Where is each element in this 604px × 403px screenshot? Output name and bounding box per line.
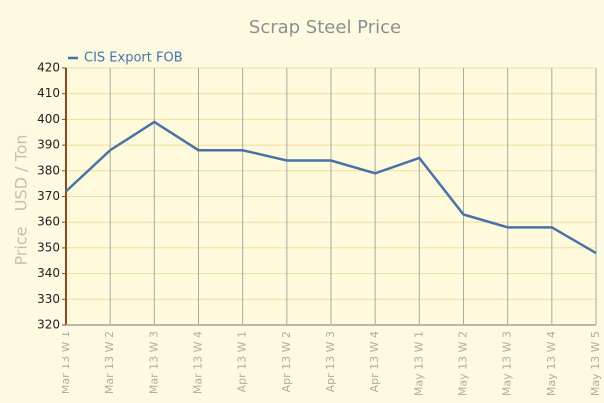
x-tick-label: May 13 W 2 [457, 331, 470, 396]
y-tick-label: 370 [37, 189, 60, 203]
data-line [65, 120, 597, 255]
x-tick-label: Mar 13 W 3 [147, 331, 160, 394]
legend-label: CIS Export FOB [84, 51, 183, 66]
y-tick-label: 340 [37, 266, 60, 280]
x-tick-label: Mar 13 W 4 [192, 331, 205, 394]
x-tick-label: May 13 W 3 [501, 331, 514, 396]
x-tick-label: May 13 W 1 [412, 331, 425, 396]
y-axis-label: Price USD / Ton [12, 134, 31, 265]
x-tick-label: May 13 W 5 [589, 331, 602, 396]
y-tick-label: 420 [37, 61, 60, 75]
y-tick-label: 410 [37, 86, 60, 100]
y-tick-label: 390 [37, 138, 60, 152]
x-tick-label: Mar 13 W 1 [59, 331, 72, 394]
y-tick-label: 380 [37, 163, 60, 177]
y-tick-label: 400 [37, 112, 60, 126]
chart-title: Scrap Steel Price [249, 17, 401, 38]
x-tick-label: Mar 13 W 2 [103, 331, 116, 394]
y-tick-label: 350 [37, 240, 60, 254]
y-tick-label: 330 [37, 292, 60, 306]
x-tick-label: Apr 13 W 2 [280, 331, 293, 392]
x-tick-label: Apr 13 W 3 [324, 331, 337, 392]
x-tick-label: Apr 13 W 1 [236, 331, 249, 392]
x-tick-label: May 13 W 4 [545, 331, 558, 396]
y-tick-label: 360 [37, 215, 60, 229]
x-tick-label: Apr 13 W 4 [368, 331, 381, 392]
y-tick-label: 320 [37, 318, 60, 332]
